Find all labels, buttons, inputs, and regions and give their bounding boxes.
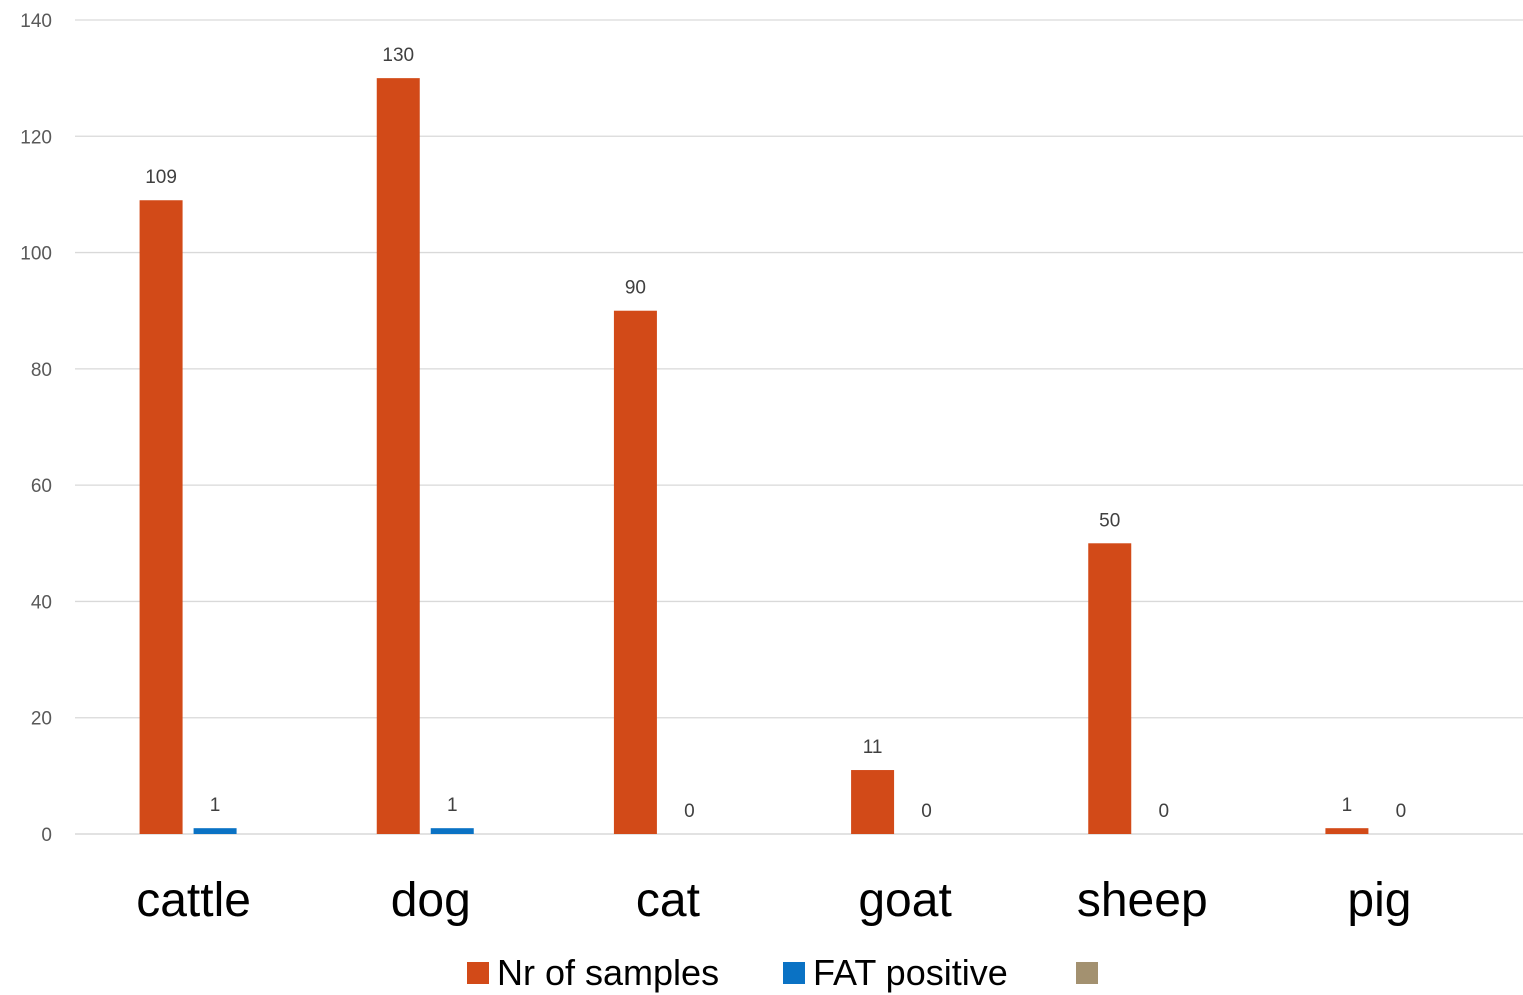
x-axis-category-labels: cattle dog cat goat sheep pig <box>136 874 1411 927</box>
category-label: goat <box>858 874 951 927</box>
category-label: pig <box>1347 874 1411 927</box>
data-labels: 109 1 130 1 90 0 11 0 50 0 1 0 <box>145 45 1406 822</box>
y-tick-label: 60 <box>31 476 52 497</box>
y-tick-label: 120 <box>20 127 52 148</box>
bar-nr-of-samples <box>139 200 183 834</box>
data-label: 109 <box>145 167 177 188</box>
bar-fat-positive <box>193 828 237 834</box>
bar-nr-of-samples <box>851 770 895 834</box>
category-label: cat <box>636 874 700 927</box>
bar-nr-of-samples <box>1088 543 1132 834</box>
bar-fat-positive <box>430 828 474 834</box>
data-label: 0 <box>684 801 695 822</box>
legend-label: Nr of samples <box>497 952 719 993</box>
category-label: cattle <box>136 874 251 927</box>
data-label: 50 <box>1099 510 1120 531</box>
data-label: 0 <box>1396 801 1407 822</box>
data-label: 0 <box>1158 801 1169 822</box>
data-label: 1 <box>210 795 221 816</box>
data-label: 90 <box>625 278 646 299</box>
data-label: 0 <box>921 801 932 822</box>
gridlines <box>75 19 1523 835</box>
y-tick-label: 40 <box>31 592 52 613</box>
bar-nr-of-samples <box>376 78 420 834</box>
y-tick-label: 0 <box>41 825 52 846</box>
bar-nr-of-samples <box>613 310 657 834</box>
y-axis-tick-labels: 0 20 40 60 80 100 120 140 <box>20 11 52 846</box>
data-label: 11 <box>863 737 883 758</box>
legend-label: FAT positive <box>813 952 1008 993</box>
legend-swatch <box>467 962 489 984</box>
legend: Nr of samples FAT positive <box>467 952 1098 993</box>
data-label: 130 <box>382 45 414 66</box>
legend-swatch <box>1076 962 1098 984</box>
bar-nr-of-samples <box>1325 828 1369 834</box>
y-tick-label: 140 <box>20 11 52 32</box>
y-tick-label: 100 <box>20 244 52 265</box>
category-label: sheep <box>1077 874 1208 927</box>
legend-swatch <box>783 962 805 984</box>
y-tick-label: 20 <box>31 709 52 730</box>
bars <box>139 78 1369 834</box>
y-tick-label: 80 <box>31 360 52 381</box>
category-label: dog <box>391 874 471 927</box>
data-label: 1 <box>1342 795 1353 816</box>
data-label: 1 <box>447 795 458 816</box>
